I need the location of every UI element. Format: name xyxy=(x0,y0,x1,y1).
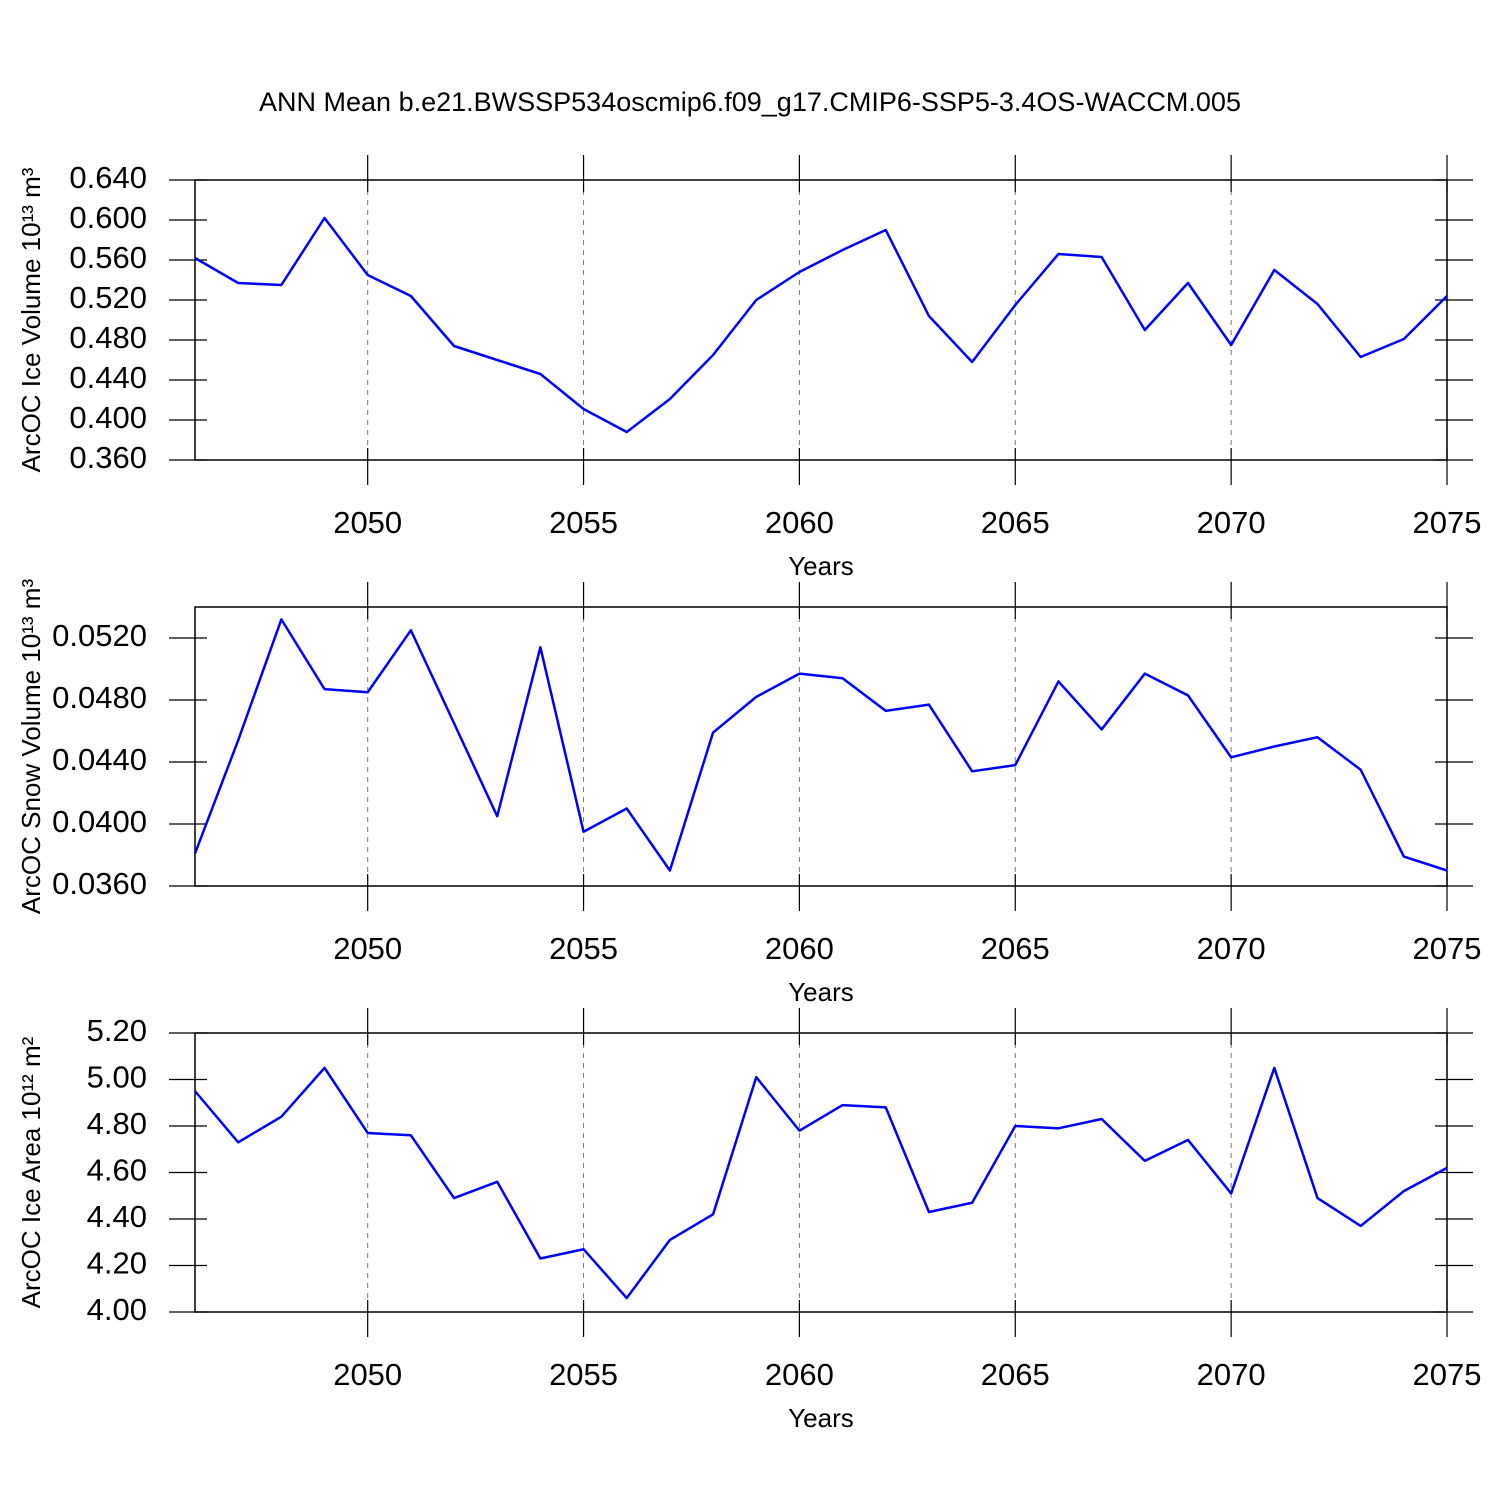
x-tick-label: 2060 xyxy=(765,931,834,966)
y-tick-label: 0.0520 xyxy=(52,618,147,653)
x-axis-label: Years xyxy=(788,551,854,581)
x-tick-label: 2050 xyxy=(333,505,402,540)
y-tick-label: 0.560 xyxy=(69,240,147,275)
x-tick-label: 2060 xyxy=(765,1357,834,1392)
data-line xyxy=(193,618,1448,872)
x-tick-label: 2070 xyxy=(1197,931,1266,966)
x-tick-label: 2055 xyxy=(549,931,618,966)
x-tick-label: 2075 xyxy=(1413,1357,1482,1392)
y-tick-label: 0.600 xyxy=(69,200,147,235)
x-tick-label: 2065 xyxy=(981,505,1050,540)
x-tick-label: 2075 xyxy=(1413,931,1482,966)
y-tick-label: 4.00 xyxy=(87,1292,147,1327)
data-line xyxy=(194,1066,1448,1300)
y-tick-label: 0.640 xyxy=(69,160,147,195)
y-tick-label: 0.0440 xyxy=(52,742,147,777)
x-tick-label: 2065 xyxy=(981,931,1050,966)
x-tick-label: 2070 xyxy=(1197,1357,1266,1392)
x-axis-label: Years xyxy=(788,977,854,1007)
x-tick-label: 2070 xyxy=(1197,505,1266,540)
x-axis-label: Years xyxy=(788,1403,854,1433)
x-tick-label: 2060 xyxy=(765,505,834,540)
y-axis-label: ArcOC Ice Volume 10¹³ m³ xyxy=(16,167,46,472)
y-tick-label: 5.20 xyxy=(87,1013,147,1048)
y-tick-label: 0.0480 xyxy=(52,680,147,715)
x-tick-label: 2055 xyxy=(549,505,618,540)
y-tick-label: 0.360 xyxy=(69,440,147,475)
y-tick-label: 0.400 xyxy=(69,400,147,435)
y-tick-label: 0.440 xyxy=(69,360,147,395)
y-tick-label: 5.00 xyxy=(87,1060,147,1095)
y-tick-label: 0.0360 xyxy=(52,866,147,901)
x-tick-label: 2075 xyxy=(1413,505,1482,540)
plot-frame xyxy=(194,1032,1448,1313)
y-tick-label: 4.80 xyxy=(87,1106,147,1141)
y-axis-label: ArcOC Ice Area 10¹² m² xyxy=(16,1036,46,1308)
y-tick-label: 4.20 xyxy=(87,1246,147,1281)
y-tick-label: 4.60 xyxy=(87,1153,147,1188)
plot-frame xyxy=(194,179,1448,461)
y-tick-label: 0.0400 xyxy=(52,804,147,839)
y-tick-label: 0.520 xyxy=(69,280,147,315)
y-tick-label: 4.40 xyxy=(87,1199,147,1234)
chart-title: ANN Mean b.e21.BWSSP534oscmip6.f09_g17.C… xyxy=(259,87,1241,117)
y-tick-label: 0.480 xyxy=(69,320,147,355)
x-tick-label: 2065 xyxy=(981,1357,1050,1392)
x-tick-label: 2050 xyxy=(333,1357,402,1392)
x-tick-label: 2055 xyxy=(549,1357,618,1392)
x-tick-label: 2050 xyxy=(333,931,402,966)
y-axis-label: ArcOC Snow Volume 10¹³ m³ xyxy=(16,579,46,915)
plot-frame xyxy=(194,606,1448,887)
data-line xyxy=(194,216,1448,434)
